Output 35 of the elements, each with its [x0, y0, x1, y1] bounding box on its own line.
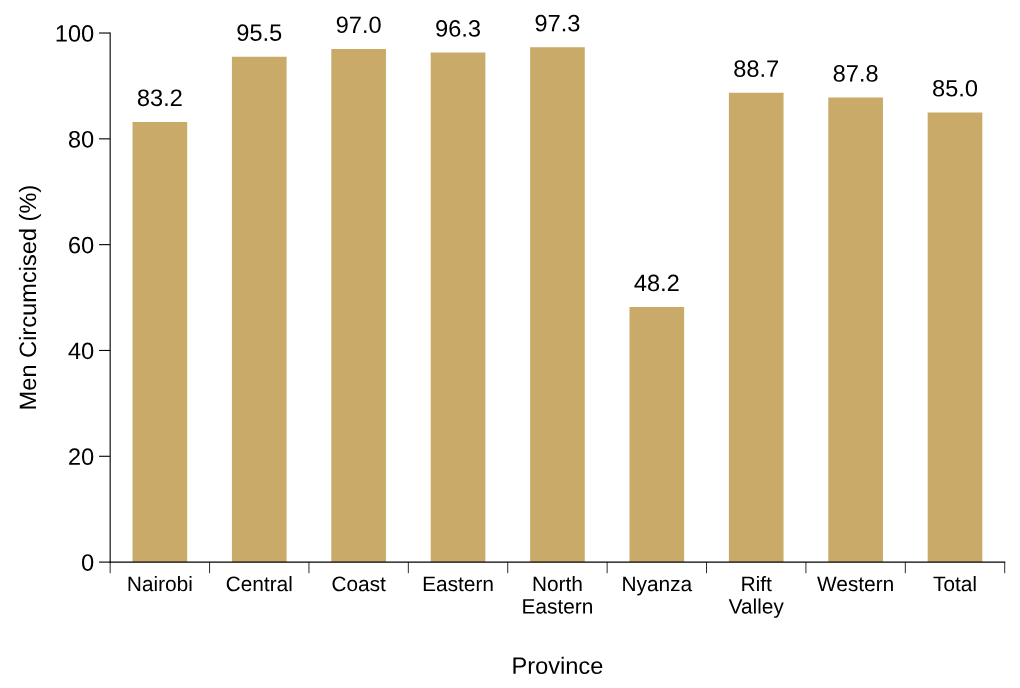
x-tick-label: Rift Valley	[728, 575, 784, 618]
data-label: 48.2	[634, 274, 679, 292]
x-tick-label: Western	[817, 576, 893, 592]
data-label: 85.0	[933, 79, 978, 97]
data-label: 97.0	[336, 16, 381, 34]
bar	[927, 112, 983, 563]
x-tick-label: Total	[933, 575, 976, 592]
bar	[132, 121, 188, 563]
x-tick-label: Nyanza	[623, 576, 693, 596]
bar	[530, 47, 585, 563]
y-tick-label: 20	[69, 448, 94, 466]
data-label: 88.7	[734, 60, 779, 78]
y-tick-label: 60	[69, 236, 94, 254]
bar	[231, 56, 287, 563]
x-tick-label: North Eastern	[523, 575, 592, 614]
bar	[629, 307, 685, 563]
data-label: 97.3	[535, 14, 580, 32]
bar	[828, 97, 883, 563]
y-tick-label: 40	[68, 342, 94, 360]
data-label: 96.3	[436, 20, 480, 37]
data-label: 95.5	[237, 24, 282, 42]
x-axis-title: Province	[513, 656, 603, 675]
x-tick-label: Coast	[332, 576, 386, 592]
bar	[430, 52, 486, 563]
y-tick-label: 0	[81, 554, 94, 571]
bar	[331, 48, 386, 563]
y-tick-label: 100	[56, 25, 94, 42]
y-axis-title: Men Circumcised (%)	[18, 186, 41, 409]
x-tick-label: Central	[226, 575, 292, 592]
bar	[728, 92, 784, 563]
y-tick-label: 80	[68, 130, 94, 148]
data-label: 87.8	[833, 65, 878, 82]
x-tick-label: Eastern	[423, 576, 493, 592]
x-tick-label: Nairobi	[128, 575, 192, 592]
data-label: 83.2	[137, 89, 182, 107]
